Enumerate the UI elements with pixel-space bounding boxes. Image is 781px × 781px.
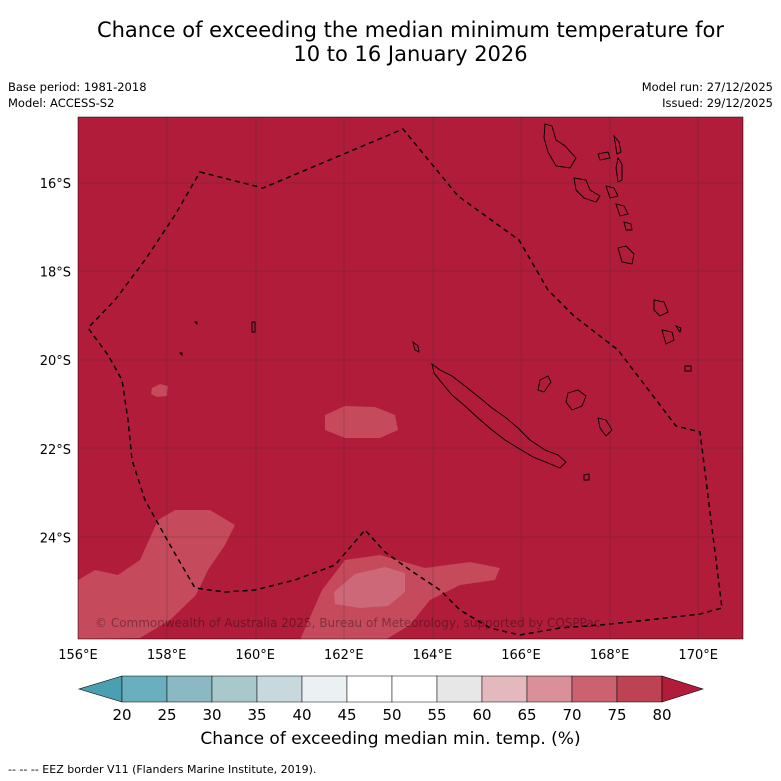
longitude-tick-label: 158°E	[147, 648, 187, 663]
eez-border	[87, 128, 723, 636]
coastlines	[178, 123, 692, 481]
colorbar-segment	[571, 675, 618, 703]
reef-coastline	[178, 352, 183, 357]
reef-coastline	[251, 321, 256, 333]
colorbar-tick-label: 75	[607, 706, 626, 724]
longitude-tick-label: 170°E	[678, 648, 718, 663]
colorbar-tick-label: 40	[292, 706, 311, 724]
colorbar-tick-label: 70	[562, 706, 581, 724]
chart-title: Chance of exceeding the median minimum t…	[0, 18, 781, 66]
vanuatu-erromango-coastline	[653, 299, 669, 317]
colorbar-tick-label: 50	[382, 706, 401, 724]
colorbar-tick-label: 60	[472, 706, 491, 724]
shading-zone-65-70	[334, 567, 405, 608]
loyalty-islands-coastline	[565, 389, 587, 411]
vanuatu-island-coastline	[597, 151, 611, 161]
latitude-tick-label: 18°S	[40, 266, 71, 281]
colorbar-tick-label: 55	[427, 706, 446, 724]
colorbar-tick-label: 20	[112, 706, 131, 724]
title-line-1: Chance of exceeding the median minimum t…	[96, 18, 725, 42]
longitude-axis-labels: 156°E 158°E 160°E 162°E 164°E 166°E 168°E 170°E	[58, 648, 718, 663]
colorbar-title: Chance of exceeding median min. temp. (%…	[200, 729, 581, 749]
latitude-tick-label: 20°S	[40, 354, 71, 369]
gridlines	[78, 117, 743, 639]
title-line-2: 10 to 16 January 2026	[293, 42, 528, 66]
colorbar-segment	[391, 675, 438, 703]
colorbar-tick-label: 45	[337, 706, 356, 724]
colorbar-tick-label: 25	[157, 706, 176, 724]
latitude-tick-label: 16°S	[40, 177, 71, 192]
latitude-axis-labels: 16°S 18°S 20°S 22°S 24°S	[40, 177, 71, 546]
colorbar-low-extend	[77, 675, 123, 703]
vanuatu-espiritu-santo-coastline	[543, 123, 577, 169]
longitude-tick-label: 168°E	[590, 648, 630, 663]
loyalty-islands-coastline	[597, 417, 613, 437]
vanuatu-aneityum-coastline	[684, 365, 692, 372]
meta-right: Model run: 27/12/2025 Issued: 29/12/2025	[642, 79, 773, 111]
copyright-watermark: © Commonwealth of Australia 2025, Bureau…	[95, 616, 600, 630]
colorbar-high-extend	[661, 675, 704, 703]
meta-left: Base period: 1981-2018 Model: ACCESS-S2	[8, 79, 147, 111]
colorbar-tick-label: 35	[247, 706, 266, 724]
vanuatu-island-coastline	[623, 221, 633, 231]
vanuatu-island-coastline	[613, 134, 622, 155]
new-caledonia-coastline	[431, 362, 567, 469]
colorbar-segment	[211, 675, 258, 703]
vanuatu-island-coastline	[615, 156, 623, 183]
vanuatu-island-coastline	[674, 325, 682, 334]
vanuatu-malekula-coastline	[573, 177, 601, 203]
vanuatu-tanna-coastline	[661, 329, 675, 345]
colorbar-segment	[616, 675, 663, 703]
colorbar: 20 25 30 35 40 45 50 55 60 65 70 75 80	[77, 675, 704, 724]
latitude-tick-label: 24°S	[40, 531, 71, 546]
colorbar-segment	[121, 675, 168, 703]
latitude-tick-label: 22°S	[40, 443, 71, 458]
longitude-tick-label: 160°E	[235, 648, 275, 663]
colorbar-segment	[166, 675, 213, 703]
model-label: Model: ACCESS-S2	[8, 96, 115, 110]
colorbar-segment	[481, 675, 528, 703]
eez-legend-footer: -- -- -- EEZ border V11 (Flanders Marine…	[8, 763, 317, 776]
colorbar-segment	[256, 675, 303, 703]
longitude-tick-label: 166°E	[501, 648, 541, 663]
probability-shading	[78, 384, 500, 639]
vanuatu-island-coastline	[605, 185, 619, 199]
colorbar-segment	[526, 675, 573, 703]
colorbar-tick-label: 80	[652, 706, 671, 724]
island-coastline	[412, 340, 420, 353]
vanuatu-island-coastline	[615, 203, 629, 217]
longitude-tick-label: 162°E	[324, 648, 364, 663]
longitude-tick-label: 164°E	[413, 648, 453, 663]
shading-zone-70-75	[78, 510, 235, 639]
longitude-tick-label: 156°E	[58, 648, 98, 663]
colorbar-segment	[346, 675, 393, 703]
shading-zone-70-75	[325, 406, 398, 438]
shading-zone-70-75	[151, 384, 168, 397]
colorbar-tick-label: 30	[202, 706, 221, 724]
colorbar-tick-label: 65	[517, 706, 536, 724]
issued-label: Issued: 29/12/2025	[662, 96, 773, 110]
reef-coastline	[193, 321, 198, 326]
map-frame	[77, 116, 744, 640]
base-period-label: Base period: 1981-2018	[8, 80, 147, 94]
colorbar-segment	[436, 675, 483, 703]
vanuatu-efate-coastline	[617, 245, 635, 265]
model-run-label: Model run: 27/12/2025	[641, 80, 773, 94]
shading-zone-70-75	[300, 555, 500, 639]
loyalty-islands-coastline	[537, 375, 552, 393]
island-coastline	[583, 473, 590, 481]
colorbar-segment	[301, 675, 348, 703]
